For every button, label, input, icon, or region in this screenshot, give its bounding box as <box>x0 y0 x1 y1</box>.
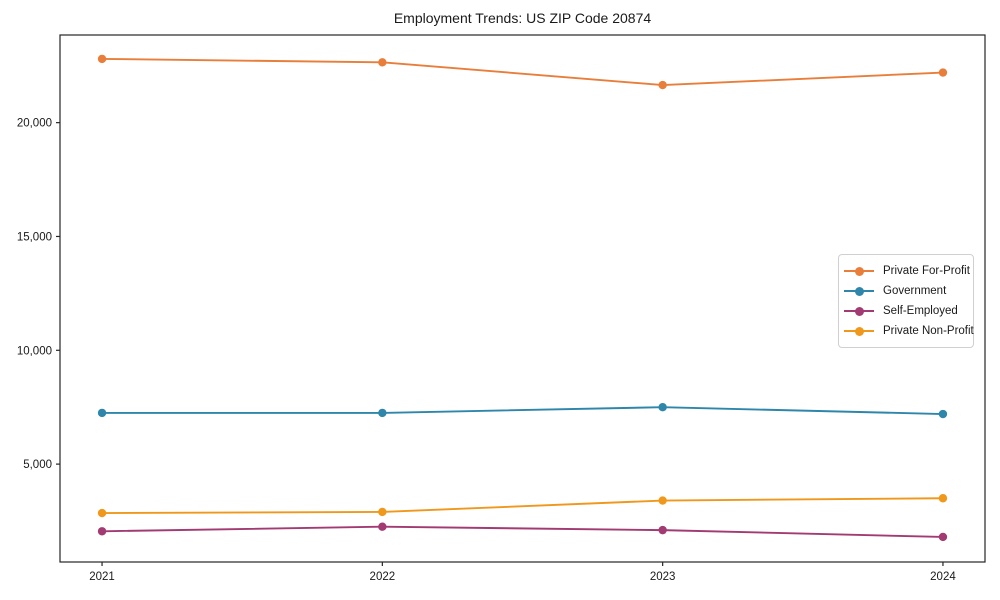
legend-item-self-employed: Self-Employed <box>844 301 965 321</box>
legend-item-label: Private For-Profit <box>883 265 970 277</box>
series-line-government <box>102 406 943 415</box>
x-tick-label: 2024 <box>930 571 956 583</box>
line-marker-icon <box>844 326 874 336</box>
y-tick-label: 20,000 <box>17 118 52 130</box>
series-line-self-employed <box>102 525 943 538</box>
y-tick-label: 15,000 <box>17 231 52 243</box>
series-self-employed <box>97 522 948 542</box>
circle-marker-icon <box>854 306 864 316</box>
data-point-self-employed <box>378 522 387 531</box>
line-marker-icon <box>844 286 874 296</box>
data-point-private-non-profit <box>938 494 948 503</box>
data-point-private-non-profit <box>658 496 667 505</box>
data-point-government <box>97 408 107 418</box>
series-private-for-profit <box>97 54 948 90</box>
legend-item-label: Self-Employed <box>883 305 958 317</box>
legend-item-private-for-profit: Private For-Profit <box>844 261 970 281</box>
data-point-government <box>938 409 948 419</box>
x-tick-label: 2022 <box>370 571 396 583</box>
legend-item-government: Government <box>844 281 965 301</box>
x-tick-label: 2021 <box>89 571 115 583</box>
data-point-government <box>378 408 387 418</box>
data-point-private-for-profit <box>658 80 667 90</box>
x-tick-label: 2023 <box>650 571 676 583</box>
series-private-non-profit <box>97 494 948 518</box>
data-point-self-employed <box>97 527 107 536</box>
data-point-self-employed <box>658 525 667 535</box>
circle-marker-icon <box>854 326 864 336</box>
circle-marker-icon <box>854 286 864 296</box>
series-line-private-for-profit <box>102 57 943 87</box>
series-government <box>97 403 948 419</box>
data-point-private-non-profit <box>97 508 107 518</box>
data-point-private-for-profit <box>378 58 387 67</box>
legend: Private For-Profit Government Self-Emplo… <box>838 254 974 348</box>
y-tick-label: 5,000 <box>23 459 52 471</box>
data-point-private-for-profit <box>97 54 107 64</box>
line-marker-icon <box>844 266 874 276</box>
legend-item-private-non-profit: Private Non-Profit <box>844 321 974 341</box>
data-point-government <box>658 403 667 412</box>
y-tick-label: 10,000 <box>17 345 52 357</box>
legend-item-label: Private Non-Profit <box>883 325 974 337</box>
data-point-self-employed <box>938 532 948 542</box>
data-point-private-for-profit <box>938 68 948 77</box>
line-marker-icon <box>844 306 874 316</box>
legend-item-label: Government <box>883 285 947 297</box>
data-point-private-non-profit <box>378 507 387 517</box>
plot-border <box>59 34 986 563</box>
series-line-private-non-profit <box>102 497 943 515</box>
chart-title: Employment Trends: US ZIP Code 20874 <box>393 10 652 26</box>
circle-marker-icon <box>854 266 864 276</box>
